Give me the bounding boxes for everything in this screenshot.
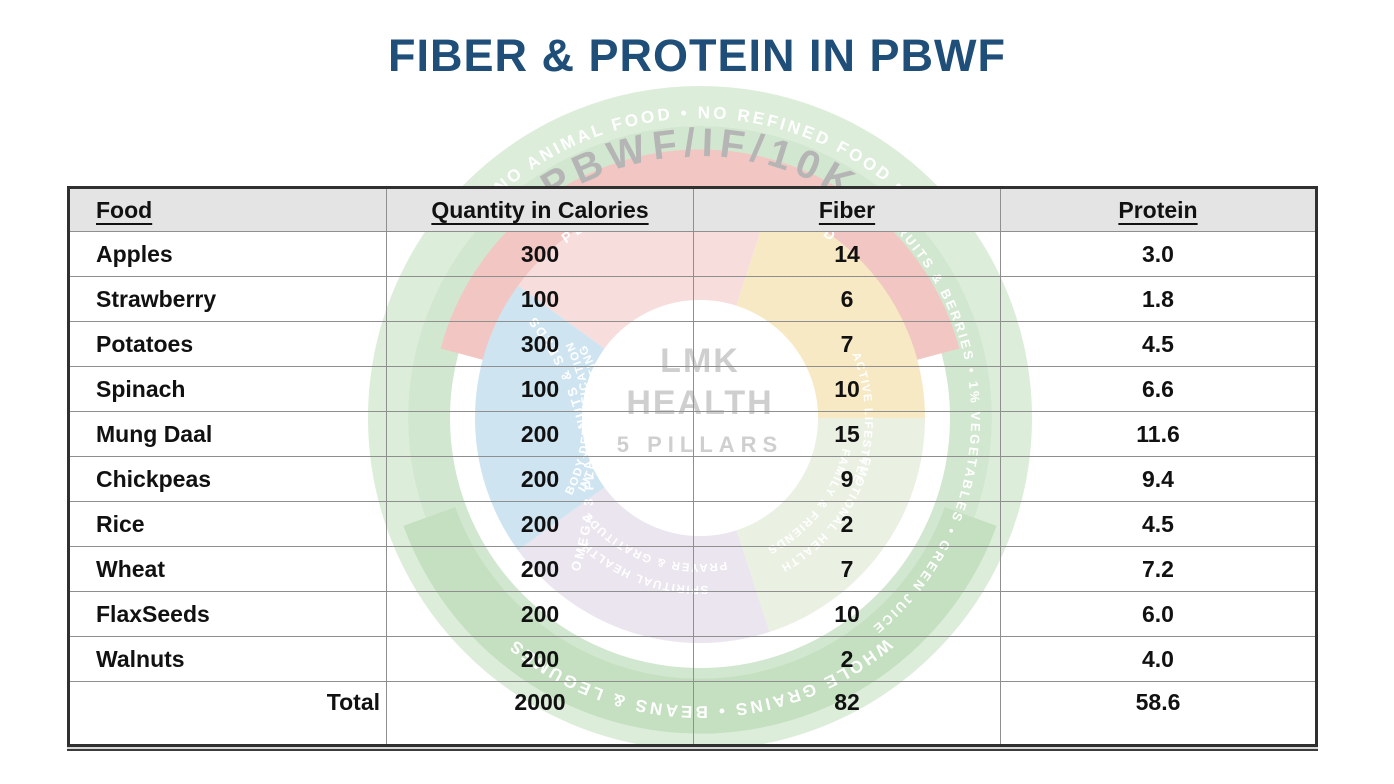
cell-fiber: 10 bbox=[693, 591, 1001, 637]
cell-food: FlaxSeeds bbox=[68, 591, 387, 637]
table-total-row: Total 2000 82 58.6 bbox=[68, 681, 1317, 746]
cell-food: Wheat bbox=[68, 546, 387, 592]
cell-food: Walnuts bbox=[68, 636, 387, 682]
cell-food: Potatoes bbox=[68, 321, 387, 367]
table-row: Wheat 200 7 7.2 bbox=[68, 546, 1317, 592]
fiber-protein-table: Food Quantity in Calories Fiber Protein App… bbox=[67, 186, 1318, 747]
cell-protein: 4.0 bbox=[1000, 636, 1317, 682]
cell-protein: 6.0 bbox=[1000, 591, 1317, 637]
cell-protein: 4.5 bbox=[1000, 501, 1317, 547]
cell-fiber: 9 bbox=[693, 456, 1001, 502]
cell-food: Spinach bbox=[68, 366, 387, 412]
cell-calories: 200 bbox=[386, 546, 694, 592]
cell-food: Mung Daal bbox=[68, 411, 387, 457]
cell-calories: 200 bbox=[386, 501, 694, 547]
cell-fiber: 7 bbox=[693, 546, 1001, 592]
table-row: Potatoes 300 7 4.5 bbox=[68, 321, 1317, 367]
cell-calories: 100 bbox=[386, 366, 694, 412]
cell-calories: 100 bbox=[386, 276, 694, 322]
column-header-food: Food bbox=[68, 187, 387, 232]
cell-calories: 300 bbox=[386, 231, 694, 277]
cell-protein: 6.6 bbox=[1000, 366, 1317, 412]
cell-calories: 300 bbox=[386, 321, 694, 367]
table-row: Chickpeas 200 9 9.4 bbox=[68, 456, 1317, 502]
column-header-fiber: Fiber bbox=[693, 187, 1001, 232]
cell-calories: 200 bbox=[386, 636, 694, 682]
total-protein: 58.6 bbox=[1000, 681, 1317, 746]
table-row: Spinach 100 10 6.6 bbox=[68, 366, 1317, 412]
cell-food: Strawberry bbox=[68, 276, 387, 322]
cell-fiber: 15 bbox=[693, 411, 1001, 457]
cell-calories: 200 bbox=[386, 591, 694, 637]
cell-protein: 9.4 bbox=[1000, 456, 1317, 502]
cell-fiber: 6 bbox=[693, 276, 1001, 322]
cell-protein: 3.0 bbox=[1000, 231, 1317, 277]
table-row: Walnuts 200 2 4.0 bbox=[68, 636, 1317, 682]
cell-food: Chickpeas bbox=[68, 456, 387, 502]
table-row: Mung Daal 200 15 11.6 bbox=[68, 411, 1317, 457]
cell-fiber: 2 bbox=[693, 501, 1001, 547]
cell-protein: 4.5 bbox=[1000, 321, 1317, 367]
cell-protein: 11.6 bbox=[1000, 411, 1317, 457]
table-row: Apples 300 14 3.0 bbox=[68, 231, 1317, 277]
table-header-row: Food Quantity in Calories Fiber Protein bbox=[68, 187, 1317, 232]
cell-fiber: 7 bbox=[693, 321, 1001, 367]
cell-calories: 200 bbox=[386, 411, 694, 457]
column-header-calories: Quantity in Calories bbox=[386, 187, 694, 232]
cell-fiber: 14 bbox=[693, 231, 1001, 277]
total-fiber: 82 bbox=[693, 681, 1001, 746]
cell-food: Apples bbox=[68, 231, 387, 277]
cell-food: Rice bbox=[68, 501, 387, 547]
column-header-protein: Protein bbox=[1000, 187, 1317, 232]
table-body: Apples 300 14 3.0 Strawberry 100 6 1.8 Potatoes 3… bbox=[68, 231, 1317, 746]
table-row: Rice 200 2 4.5 bbox=[68, 501, 1317, 547]
cell-protein: 1.8 bbox=[1000, 276, 1317, 322]
cell-fiber: 10 bbox=[693, 366, 1001, 412]
table-header: Food Quantity in Calories Fiber Protein bbox=[68, 187, 1317, 232]
cell-calories: 200 bbox=[386, 456, 694, 502]
total-calories: 2000 bbox=[386, 681, 694, 746]
total-label: Total bbox=[68, 681, 387, 746]
table-row: FlaxSeeds 200 10 6.0 bbox=[68, 591, 1317, 637]
cell-protein: 7.2 bbox=[1000, 546, 1317, 592]
page-title: FIBER & PROTEIN IN PBWF bbox=[388, 30, 1006, 81]
table-row: Strawberry 100 6 1.8 bbox=[68, 276, 1317, 322]
cell-fiber: 2 bbox=[693, 636, 1001, 682]
